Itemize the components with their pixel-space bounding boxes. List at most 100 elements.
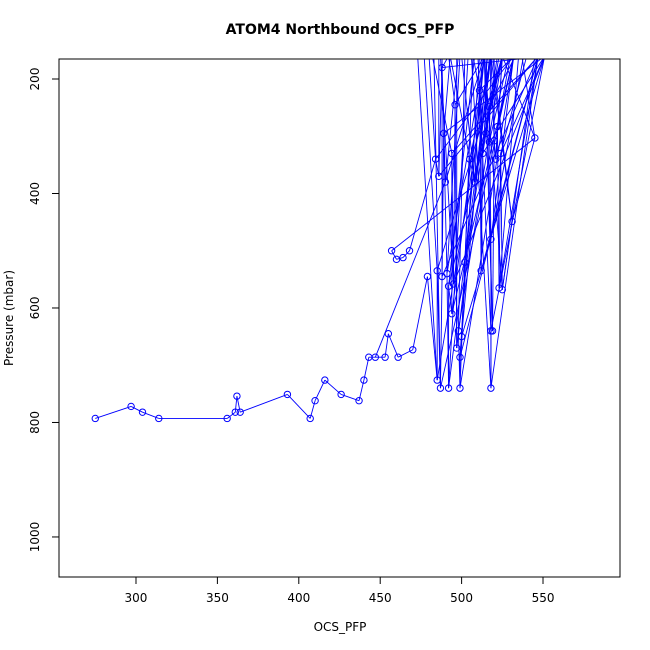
data-point	[431, 155, 440, 163]
x-tick-label: 400	[287, 591, 310, 605]
series-segment	[448, 59, 469, 389]
chart-title: ATOM4 Northbound OCS_PFP	[226, 22, 455, 38]
series-segment	[287, 394, 311, 419]
series-segment	[387, 333, 399, 358]
series-segment	[498, 153, 502, 288]
series-segment	[450, 59, 471, 160]
series-segment	[226, 411, 236, 419]
data-point	[479, 149, 487, 158]
series-segment	[426, 276, 438, 381]
y-axis: 200 400 600 800 1000	[28, 68, 60, 553]
series-segment	[498, 59, 519, 288]
x-tick-label: 300	[125, 591, 148, 605]
series-segment	[384, 333, 389, 358]
data-point	[381, 353, 389, 361]
series-segment	[457, 59, 466, 331]
y-tick-label: 800	[28, 411, 42, 434]
data-point	[311, 397, 319, 405]
series-segment	[461, 59, 488, 337]
series-segment	[500, 153, 503, 290]
series-segment	[391, 250, 397, 260]
data-point	[321, 376, 329, 384]
data-point	[360, 376, 368, 384]
series-segment	[95, 406, 132, 419]
series-segment	[314, 379, 326, 401]
data-point	[138, 408, 147, 416]
data-point	[231, 408, 240, 416]
data-point	[448, 310, 456, 318]
y-tick-label: 200	[28, 68, 42, 91]
data-point	[475, 86, 484, 95]
series-segment	[363, 357, 370, 381]
data-point	[394, 353, 402, 361]
data-point	[223, 414, 231, 423]
x-tick-label: 350	[206, 591, 229, 605]
data-point	[456, 384, 464, 392]
x-tick-label: 550	[532, 591, 555, 605]
data-point	[449, 280, 458, 288]
data-point	[493, 122, 502, 131]
data-point	[482, 129, 490, 138]
data-layer	[91, 59, 545, 423]
data-point	[127, 402, 135, 411]
y-tick-label: 1000	[28, 522, 42, 553]
data-point	[448, 149, 456, 158]
series-segment	[440, 59, 514, 389]
data-point	[457, 332, 466, 341]
series-segment	[477, 59, 492, 331]
series-segment	[234, 396, 238, 413]
series-segment	[432, 59, 453, 154]
data-point	[399, 253, 407, 262]
x-tick-label: 450	[369, 591, 392, 605]
data-point	[487, 384, 495, 392]
data-point	[490, 137, 498, 145]
series-segment	[496, 59, 514, 127]
series-segment	[457, 59, 503, 331]
series-segment	[459, 59, 514, 389]
series-segment	[446, 59, 461, 274]
y-tick-label: 600	[28, 297, 42, 320]
data-point	[461, 258, 469, 266]
data-point	[470, 178, 479, 186]
data-point	[444, 384, 453, 392]
series-segment	[484, 59, 493, 331]
data-point	[456, 353, 464, 361]
series-segment	[423, 59, 438, 271]
data-point	[405, 247, 414, 255]
data-point	[451, 101, 459, 109]
series-segment	[471, 59, 492, 389]
series-segment	[511, 137, 536, 222]
series-segment	[441, 59, 538, 277]
data-point	[496, 149, 505, 158]
data-point	[436, 384, 445, 392]
series-segment	[451, 59, 537, 154]
data-point	[441, 178, 450, 186]
series-segment	[501, 59, 535, 290]
data-point	[487, 235, 495, 243]
data-point	[392, 255, 401, 264]
series-segment	[492, 140, 495, 331]
data-point	[91, 414, 99, 423]
data-point	[466, 155, 474, 163]
data-point	[498, 285, 507, 294]
data-point	[435, 172, 443, 181]
series-segment	[412, 276, 428, 350]
data-point	[492, 155, 500, 163]
data-point	[283, 390, 292, 399]
series-segment	[441, 59, 448, 68]
data-point	[440, 129, 448, 138]
data-point	[155, 414, 163, 423]
x-axis-label: OCS_PFP	[314, 620, 367, 634]
data-point	[384, 330, 393, 338]
data-point	[485, 102, 493, 111]
data-point	[387, 247, 396, 255]
series-segment	[435, 59, 513, 160]
series-segment	[473, 59, 480, 91]
data-point	[236, 408, 244, 416]
series-segment	[488, 59, 515, 107]
series-segment	[444, 59, 484, 183]
data-point	[477, 267, 485, 275]
series-segment	[433, 59, 441, 389]
